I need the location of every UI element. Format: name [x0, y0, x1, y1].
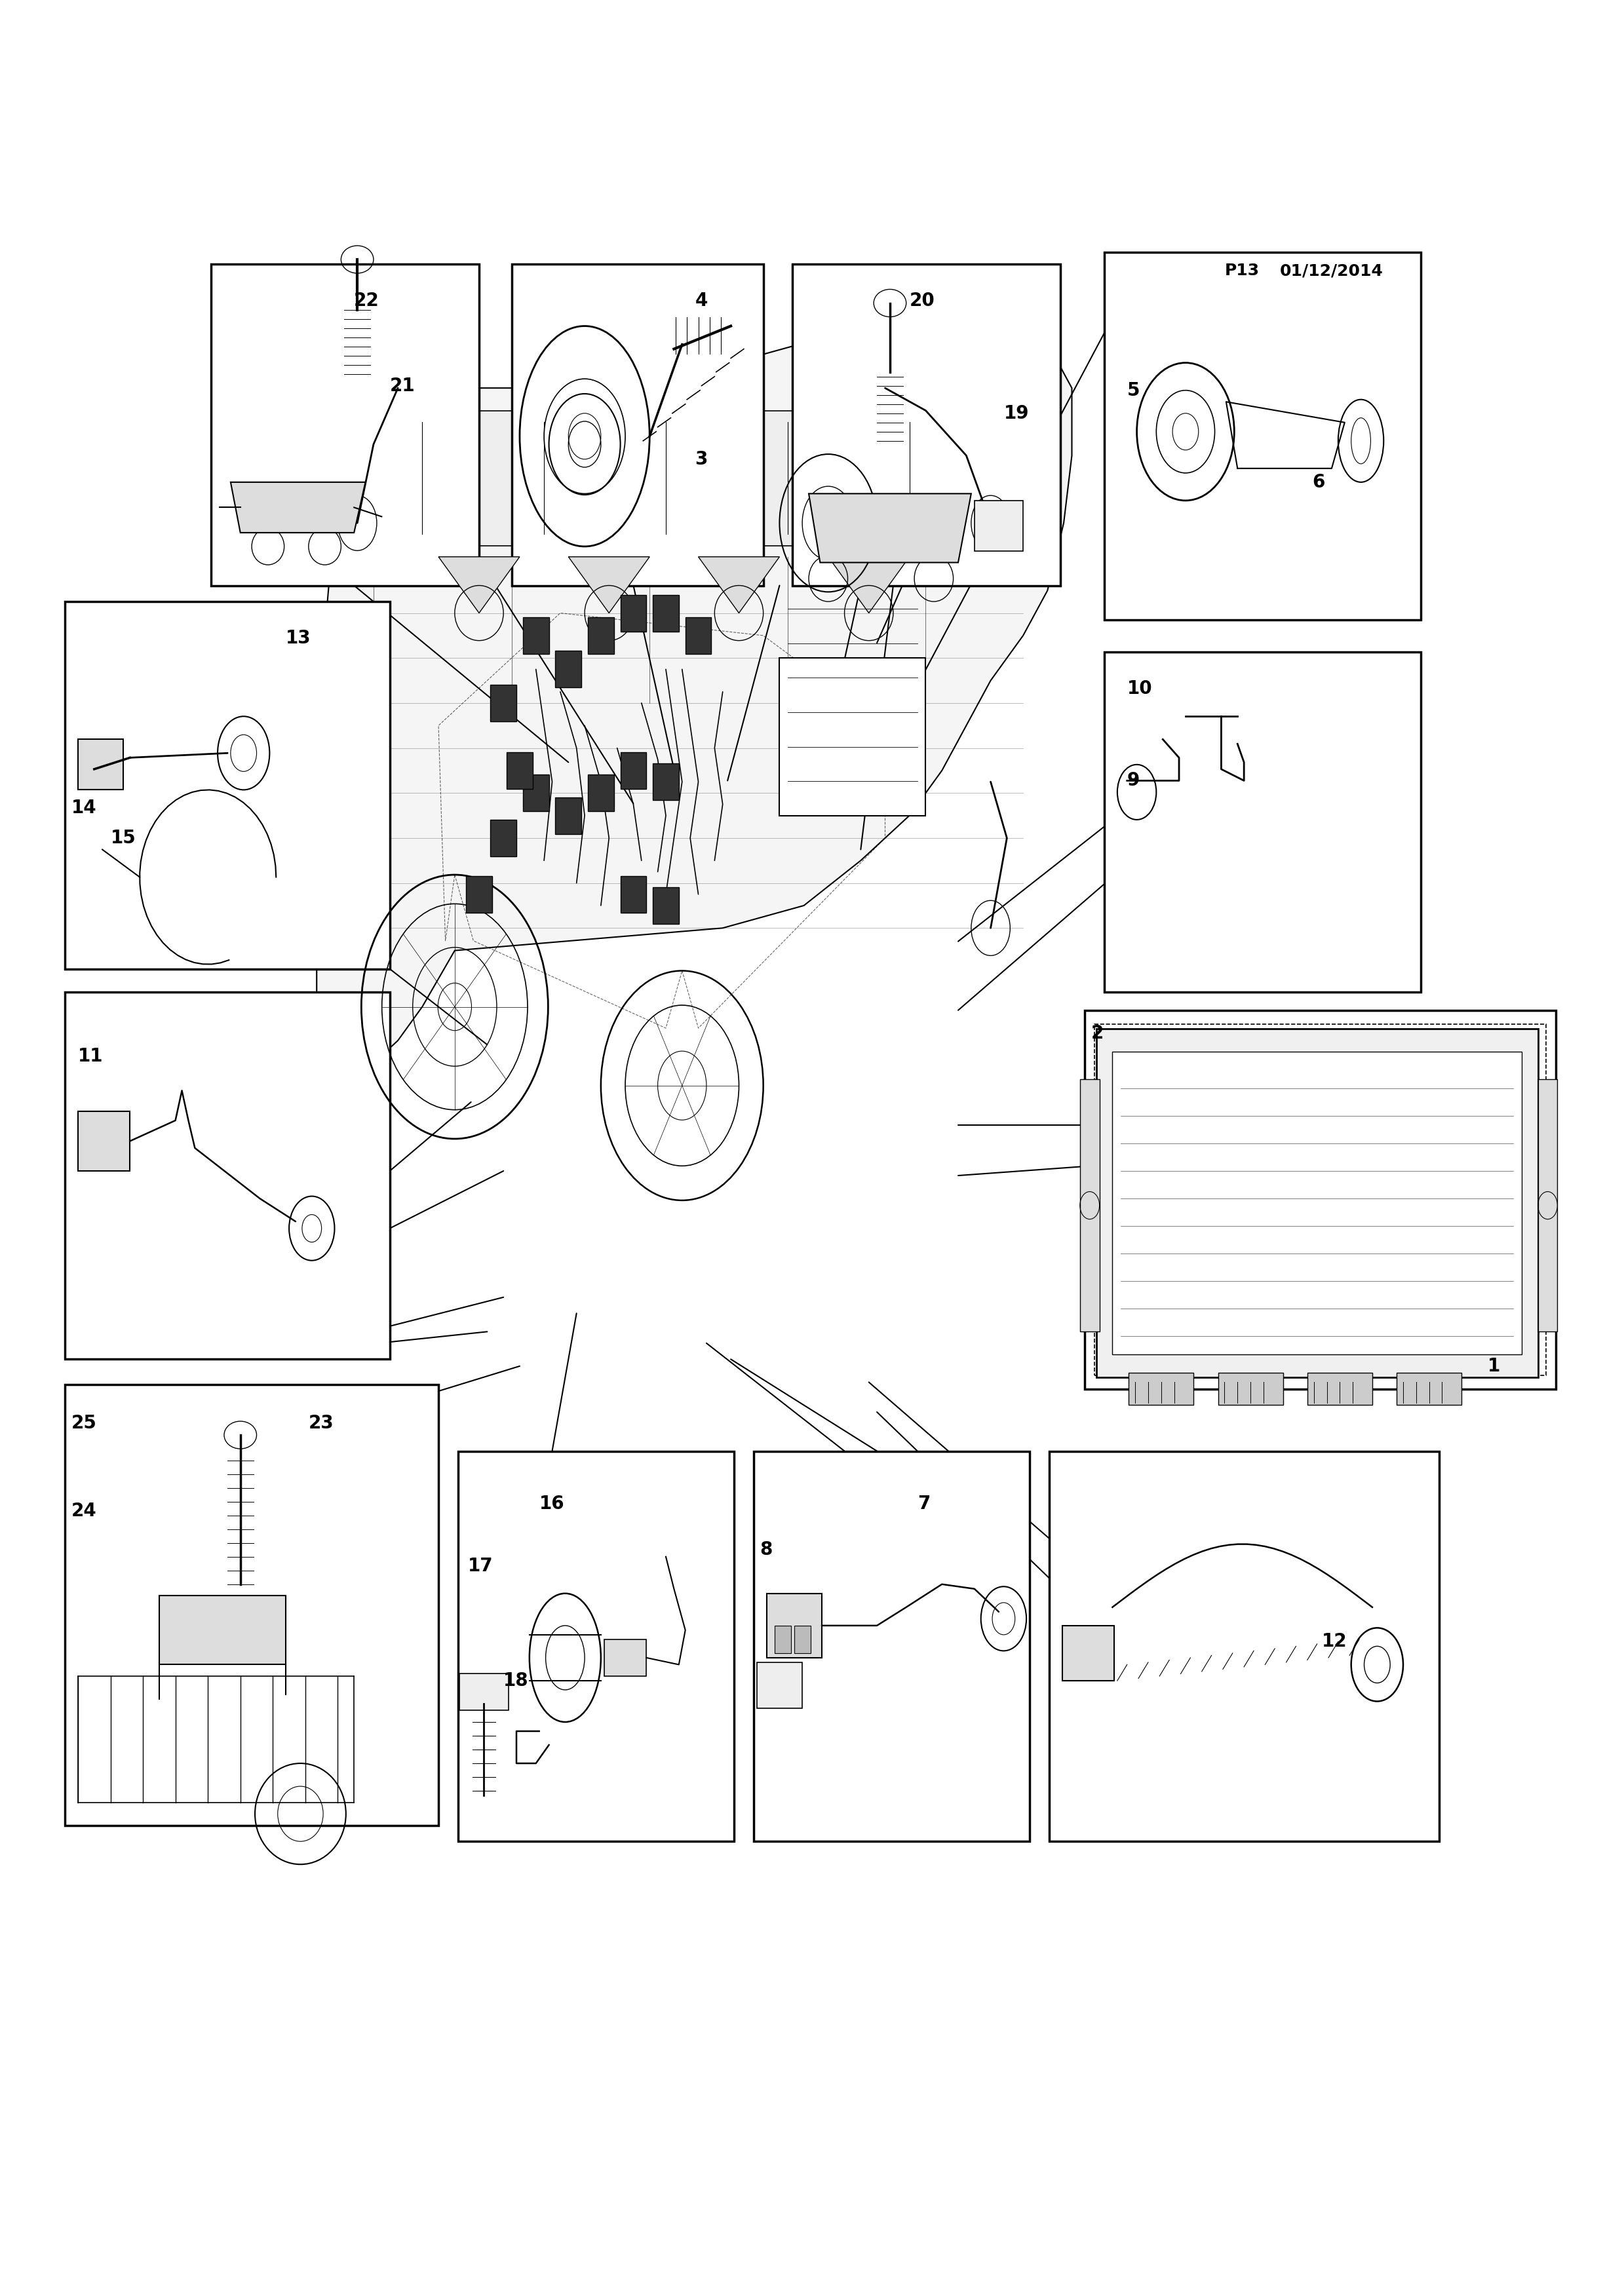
Bar: [466, 875, 492, 912]
Text: 12: 12: [1322, 1632, 1348, 1651]
Bar: [555, 797, 581, 833]
Bar: [620, 875, 646, 912]
Text: 22: 22: [354, 292, 380, 310]
Bar: [1104, 652, 1421, 992]
Polygon shape: [828, 556, 909, 613]
Text: 23: 23: [309, 1414, 335, 1433]
Bar: [1049, 1451, 1439, 1841]
Bar: [78, 1111, 130, 1171]
Bar: [620, 595, 646, 631]
Text: 16: 16: [539, 1495, 565, 1513]
Bar: [1080, 1079, 1099, 1332]
Bar: [460, 1674, 508, 1711]
Polygon shape: [698, 556, 780, 613]
Bar: [1062, 1626, 1114, 1681]
Bar: [1096, 1029, 1538, 1378]
Text: 24: 24: [71, 1502, 97, 1520]
Bar: [159, 1596, 286, 1665]
Bar: [78, 739, 123, 790]
Polygon shape: [231, 482, 365, 533]
Bar: [458, 1451, 734, 1841]
Text: 21: 21: [390, 377, 416, 395]
Text: 11: 11: [78, 1047, 104, 1065]
Text: 10: 10: [1127, 680, 1153, 698]
Bar: [523, 774, 549, 810]
Bar: [653, 886, 679, 923]
Text: 25: 25: [71, 1414, 97, 1433]
Bar: [1129, 1373, 1194, 1405]
Bar: [775, 1626, 791, 1653]
Bar: [604, 1639, 646, 1676]
Bar: [620, 753, 646, 790]
Bar: [793, 264, 1060, 585]
Bar: [65, 992, 390, 1359]
Bar: [65, 1384, 438, 1825]
Text: 19: 19: [1004, 404, 1030, 422]
Bar: [588, 774, 614, 810]
Text: 5: 5: [1127, 381, 1140, 400]
Bar: [780, 659, 926, 815]
Text: 18: 18: [503, 1671, 529, 1690]
Bar: [974, 501, 1023, 551]
Bar: [490, 820, 516, 856]
Bar: [1085, 1010, 1556, 1389]
Polygon shape: [568, 556, 650, 613]
Bar: [1112, 1052, 1522, 1355]
Text: 1: 1: [1488, 1357, 1501, 1375]
Text: 17: 17: [468, 1557, 494, 1575]
Bar: [512, 264, 763, 585]
Text: 9: 9: [1127, 771, 1140, 790]
Bar: [767, 1593, 822, 1658]
Text: P13: P13: [1224, 264, 1260, 278]
Text: 14: 14: [71, 799, 97, 817]
Polygon shape: [809, 494, 971, 563]
Text: 3: 3: [695, 450, 708, 468]
Bar: [1104, 253, 1421, 620]
Polygon shape: [357, 411, 1007, 546]
Text: 6: 6: [1312, 473, 1325, 491]
Bar: [588, 618, 614, 654]
Bar: [1538, 1079, 1557, 1332]
Text: 7: 7: [918, 1495, 931, 1513]
Text: 20: 20: [909, 292, 935, 310]
Bar: [523, 618, 549, 654]
Bar: [653, 595, 679, 631]
Bar: [685, 618, 711, 654]
Polygon shape: [317, 310, 1072, 1265]
Bar: [653, 765, 679, 801]
Text: 13: 13: [286, 629, 312, 647]
Bar: [65, 602, 390, 969]
Bar: [1218, 1373, 1283, 1405]
Bar: [211, 264, 479, 585]
Polygon shape: [438, 556, 520, 613]
Text: 4: 4: [695, 292, 708, 310]
Bar: [490, 684, 516, 721]
Text: 8: 8: [760, 1541, 773, 1559]
Text: 15: 15: [110, 829, 136, 847]
Bar: [1397, 1373, 1462, 1405]
Bar: [757, 1662, 802, 1708]
Text: 01/12/2014: 01/12/2014: [1280, 264, 1384, 278]
Bar: [555, 652, 581, 689]
Bar: [794, 1626, 810, 1653]
Bar: [754, 1451, 1030, 1841]
Text: 2: 2: [1091, 1024, 1104, 1042]
Bar: [507, 753, 533, 790]
Bar: [1095, 1024, 1546, 1375]
Bar: [1307, 1373, 1372, 1405]
